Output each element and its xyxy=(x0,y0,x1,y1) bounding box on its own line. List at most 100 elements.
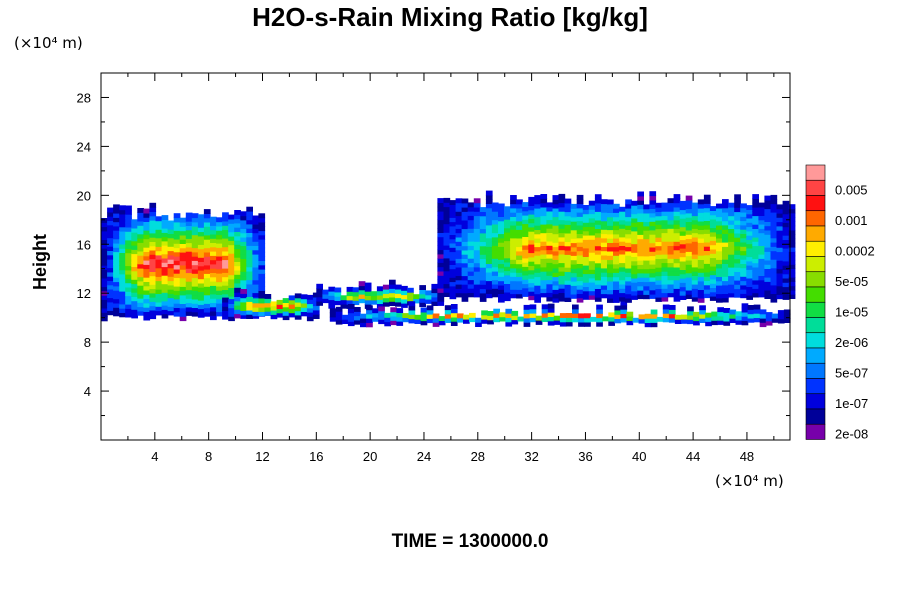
field-cell xyxy=(643,247,650,253)
field-cell xyxy=(709,296,717,301)
field-cell xyxy=(703,207,711,213)
field-cell xyxy=(703,254,711,260)
field-cell xyxy=(203,311,211,317)
field-cell xyxy=(246,249,253,255)
field-cell xyxy=(673,288,681,294)
field-cell xyxy=(485,229,493,234)
field-cell xyxy=(673,219,681,225)
field-cell xyxy=(709,291,717,297)
field-cell xyxy=(504,249,511,254)
field-cell xyxy=(461,296,469,302)
field-cell xyxy=(467,258,475,263)
field-cell xyxy=(673,241,681,247)
field-cell xyxy=(613,238,620,243)
field-cell xyxy=(149,292,157,298)
field-cell xyxy=(650,309,658,315)
field-cell xyxy=(558,253,566,259)
field-cell xyxy=(179,307,187,313)
field-cell xyxy=(101,247,108,253)
field-cell xyxy=(487,319,494,325)
field-cell xyxy=(473,279,481,285)
field-cell xyxy=(655,262,663,268)
field-cell xyxy=(582,282,590,287)
field-cell xyxy=(341,314,349,320)
field-cell xyxy=(613,263,620,269)
field-cell xyxy=(703,216,711,221)
legend-swatch xyxy=(805,408,826,425)
field-cell xyxy=(540,283,548,289)
field-cell xyxy=(137,238,144,243)
field-cell xyxy=(378,319,385,325)
field-cell xyxy=(722,284,729,290)
field-cell xyxy=(631,230,638,236)
field-cell xyxy=(722,233,729,239)
field-cell xyxy=(420,320,428,326)
field-cell xyxy=(697,246,705,252)
field-cell xyxy=(246,232,253,238)
field-cell xyxy=(697,297,705,303)
field-cell xyxy=(522,270,529,276)
field-cell xyxy=(467,249,475,255)
field-cell xyxy=(455,232,463,238)
field-cell xyxy=(264,306,272,312)
field-cell xyxy=(101,235,108,240)
field-cell xyxy=(558,292,566,298)
field-cell xyxy=(649,255,657,261)
field-cell xyxy=(210,225,217,231)
field-cell xyxy=(661,271,669,276)
field-cell xyxy=(679,209,687,215)
color-legend: 0.0050.0010.00025e-051e-052e-065e-071e-0… xyxy=(805,164,875,442)
field-cell xyxy=(167,224,175,230)
field-cell xyxy=(222,212,229,218)
field-cell xyxy=(240,258,247,264)
field-cell xyxy=(661,224,669,229)
field-cell xyxy=(197,265,205,271)
field-cell xyxy=(782,230,790,236)
field-cell xyxy=(734,284,741,290)
field-cell xyxy=(570,289,578,295)
field-cell xyxy=(576,203,584,209)
field-cell xyxy=(479,215,487,221)
field-cell xyxy=(467,215,475,221)
field-cell xyxy=(619,249,626,255)
field-cell xyxy=(491,215,499,221)
field-cell xyxy=(222,220,229,226)
field-cell xyxy=(788,247,796,252)
field-cell xyxy=(734,279,741,285)
field-cell xyxy=(479,207,487,212)
field-cell xyxy=(746,205,753,210)
field-cell xyxy=(770,199,778,205)
field-cell xyxy=(661,241,669,246)
field-cell xyxy=(516,280,523,286)
field-cell xyxy=(625,276,632,282)
field-cell xyxy=(534,272,541,278)
field-cell xyxy=(210,233,217,239)
field-cell xyxy=(443,232,451,237)
field-cell xyxy=(352,287,360,293)
field-cell xyxy=(600,212,608,217)
field-cell xyxy=(558,219,566,225)
field-cell xyxy=(752,271,759,277)
field-cell xyxy=(155,293,163,299)
field-cell xyxy=(510,280,517,286)
field-cell xyxy=(107,246,114,251)
field-cell xyxy=(661,249,669,255)
field-cell xyxy=(758,283,766,289)
field-cell xyxy=(643,242,650,248)
field-cell xyxy=(649,199,657,205)
field-cell xyxy=(107,224,114,230)
field-cell xyxy=(222,301,229,307)
field-cell xyxy=(673,202,681,208)
field-cell xyxy=(516,255,523,260)
field-cell xyxy=(449,204,457,210)
field-cell xyxy=(631,209,638,215)
field-cell xyxy=(485,220,493,226)
field-cell xyxy=(758,211,766,216)
field-cell xyxy=(746,252,753,258)
field-cell xyxy=(101,307,108,313)
field-cell xyxy=(504,210,511,216)
field-cell xyxy=(776,260,784,265)
field-cell xyxy=(167,280,175,286)
field-cell xyxy=(449,260,457,265)
field-cell xyxy=(222,272,229,278)
